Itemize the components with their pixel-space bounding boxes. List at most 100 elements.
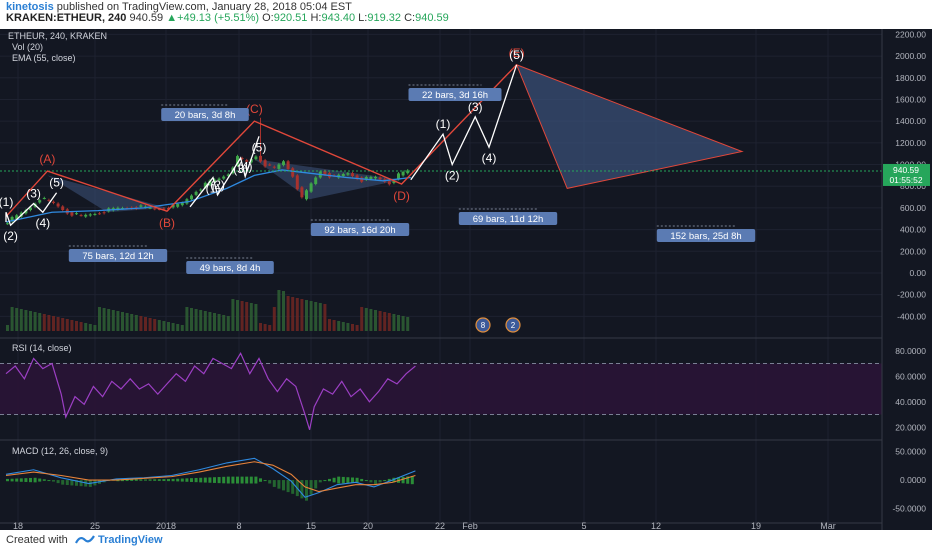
price-axis-bg[interactable] [882,29,932,530]
rsi-axis[interactable]: 80.0000 60.0000 40.0000 20.0000 [895,346,926,433]
tradingview-brand-link[interactable]: TradingView [98,534,163,546]
red-wave-label: (A) [39,152,55,166]
macd-histogram-bar [231,476,235,484]
chart-svg[interactable]: ETHEUR, 240, KRAKEN Vol (20) EMA (55, cl… [0,29,932,531]
volume-bar [323,304,327,331]
white-wave-polyline [189,136,260,208]
volume-bar [102,308,106,331]
volume-bar [190,308,193,331]
macd-histogram-bar [125,479,129,482]
price-tick-label: 200.00 [900,246,926,256]
macd-histogram-bar [268,480,272,484]
candle-body [369,176,373,179]
volume-bar [383,312,387,331]
high-label: H: [310,12,322,24]
volume-bar [65,319,69,331]
chart-area[interactable]: ETHEUR, 240, KRAKEN Vol (20) EMA (55, cl… [0,29,932,531]
time-tick-label: 5 [581,521,586,530]
macd-histogram-bar [79,480,83,487]
macd-histogram-bar [240,476,244,484]
candle-body [406,170,410,174]
candle-body [300,187,304,198]
volume-bar [79,322,83,331]
last-price: 940.59 [129,12,164,24]
macd-histogram-bar [52,480,55,482]
candle-body [47,199,51,201]
macd-histogram-bar [286,480,290,493]
macd-histogram-bar [369,480,373,483]
macd-label[interactable]: MACD (12, 26, close, 9) [12,446,108,456]
last-price-tag-bg [883,163,930,186]
candle-body [52,201,55,203]
volume-bar [121,312,124,331]
candle-body [56,203,60,207]
rsi-line [5,352,416,430]
volume-bar [33,312,37,331]
volume-bar [387,313,391,331]
volume-bar [245,302,249,331]
macd-histogram-bar [410,475,414,485]
time-axis[interactable]: 18 25 2018 8 15 20 22 Feb 5 12 19 Mar [13,521,836,531]
publish-line: kinetosis published on TradingView.com, … [6,1,352,13]
macd-axis[interactable]: 50.0000 0.0000 -50.0000 [892,446,926,513]
macd-histogram-bar [254,476,258,484]
candle-body [286,161,290,169]
volume-bar [125,313,129,331]
volume-bar [130,314,134,331]
candle-body [102,212,106,214]
volume-bars [6,290,410,331]
macd-histogram-bar [406,476,410,484]
volume-bar [392,314,396,331]
white-wave-label: (5) [49,176,64,190]
macd-histogram-bar [378,480,382,483]
time-tick-label: 20 [363,521,373,530]
event-badge[interactable] [505,317,521,333]
volume-bar [153,319,157,331]
volume-bar [337,321,341,331]
candle-body [38,200,42,203]
volume-bar [24,310,28,331]
volume-bar [47,315,51,331]
time-tick-label: 25 [90,521,100,530]
candle-body [341,173,345,177]
candle-body [387,181,391,185]
red-wave-polyline [5,64,518,218]
macd-histogram-bar [314,480,318,489]
footer: Created with TradingView [0,530,932,550]
volume-bar [259,323,262,331]
macd-histogram-bar [61,480,65,485]
open-label: O: [262,12,274,24]
macd-histogram-bar [383,480,387,482]
volume-bar [167,322,170,331]
macd-histogram-bar [305,480,308,501]
candle-body [84,214,88,217]
candle-body [79,215,83,217]
published-text: published on TradingView.com, January 28… [53,1,352,13]
white-wave-lines: (1)(2)(3)(4)(5) (1)(2)(3)(4)(5)(1)(2)(3)(… [0,48,524,243]
volume-bar [401,316,405,331]
legend-vol[interactable]: Vol (20) [12,42,43,52]
rsi-label[interactable]: RSI (14, close) [12,343,72,353]
time-tick-label: Feb [462,521,478,530]
legend-ema[interactable]: EMA (55, close) [12,53,76,63]
candle-body [272,166,276,168]
macd-histogram-bar [236,476,239,484]
candle-body [305,190,308,200]
volume-bar [38,313,42,331]
bar-count-labels: 20 bars, 3d 8h 75 bars, 12d 12h 49 bars, 8… [68,84,756,274]
volume-bar [240,301,244,331]
low-label: L: [358,12,368,24]
candle-body [42,197,46,199]
price-tick-label: 0.00 [909,268,926,278]
volume-bar [346,323,350,331]
author-link[interactable]: kinetosis [6,1,54,13]
time-tick-label: 15 [306,521,316,530]
volume-bar [318,303,322,331]
volume-bar [328,319,331,331]
candle-body [378,177,382,180]
tradingview-logo-icon[interactable] [74,533,96,546]
event-badge[interactable] [475,317,491,333]
candle-body [245,160,249,162]
macd-histogram-bar [332,477,336,483]
